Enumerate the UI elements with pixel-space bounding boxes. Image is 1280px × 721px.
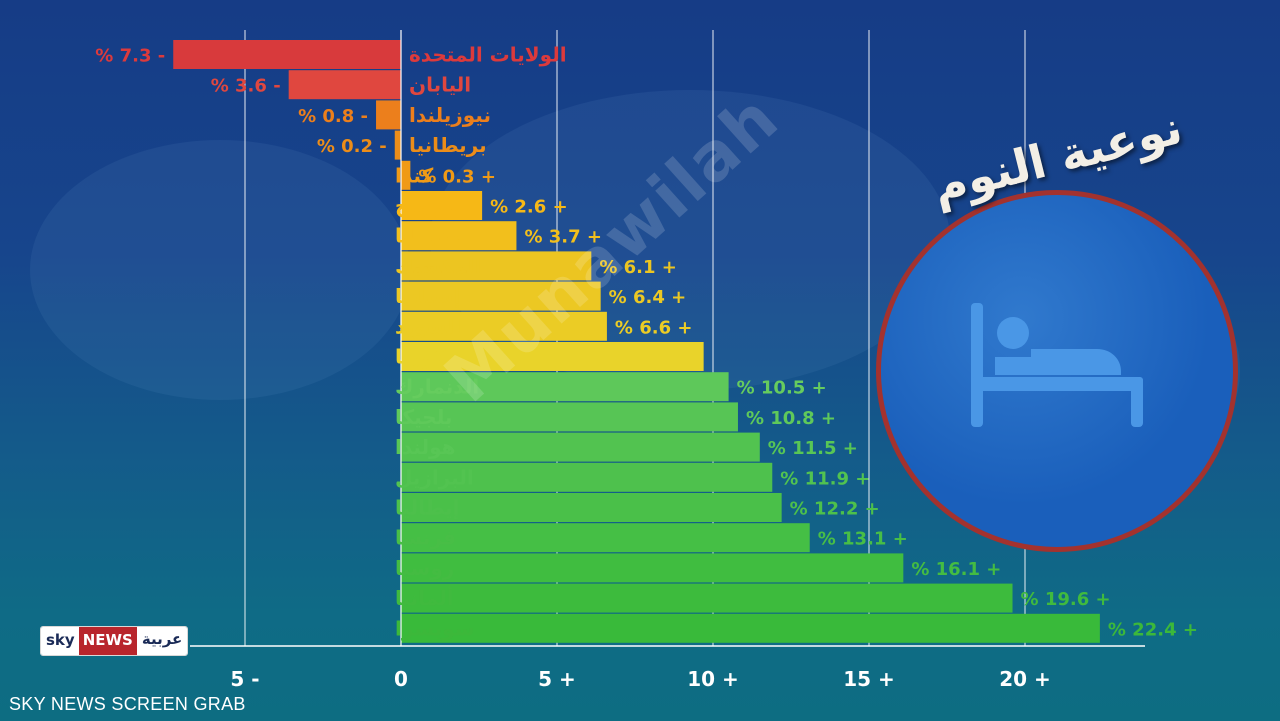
value-label: % 13.1 +	[818, 529, 908, 550]
sky-news-arabia-logo: sky NEWS عربية	[40, 626, 189, 656]
value-label: % 0.2 -	[317, 136, 387, 157]
screen-grab-caption: SKY NEWS SCREEN GRAB	[9, 694, 246, 714]
x-tick-label: 5 +	[538, 667, 576, 691]
category-label: ألمانيا	[395, 584, 453, 610]
value-label: % 22.4 +	[1108, 619, 1198, 640]
bar	[401, 553, 904, 583]
category-label: كوريا	[395, 345, 446, 369]
category-label: بريطانيا	[409, 133, 487, 157]
bar	[173, 40, 401, 69]
category-label: فرنسا	[395, 526, 456, 550]
bar	[401, 311, 607, 341]
bar	[401, 342, 704, 371]
value-label: % 11.9 +	[780, 468, 870, 489]
category-label: أستراليا	[395, 222, 472, 248]
bar	[401, 281, 601, 311]
bar	[401, 493, 782, 522]
bar	[401, 372, 729, 402]
bar	[401, 583, 1013, 613]
bar	[401, 613, 1100, 643]
bar	[288, 70, 401, 100]
category-label: كندا	[395, 163, 434, 187]
bar	[401, 191, 483, 220]
x-tick-label: 20 +	[999, 667, 1051, 691]
x-tick-label: 5 -	[230, 667, 259, 691]
logo-sky-text: sky	[41, 627, 79, 655]
value-label: % 7.3 -	[95, 46, 165, 67]
value-label: % 3.7 +	[524, 227, 602, 248]
category-label: إيطاليا	[395, 496, 460, 520]
value-label: % 16.1 +	[911, 559, 1001, 580]
bar	[401, 160, 411, 190]
category-label: الولايات المتحدة	[409, 43, 567, 67]
category-label: النرويج	[395, 194, 464, 218]
bar	[401, 523, 810, 553]
category-label: اليابان	[409, 73, 471, 97]
value-label: % 11.5 +	[768, 438, 858, 459]
x-tick-label: 15 +	[843, 667, 895, 691]
value-label: % 12.2 +	[790, 499, 880, 520]
bar	[401, 432, 760, 462]
logo-arabic-text: عربية	[136, 627, 188, 655]
logo-news-text: NEWS	[78, 627, 137, 655]
bar	[401, 462, 773, 492]
value-label: % 0.3 +	[418, 166, 496, 187]
category-label: بلجيكا	[395, 405, 452, 429]
category-label: روسيا	[395, 556, 454, 580]
category-label: الدنمارك	[395, 375, 479, 399]
category-label: نيوزيلندا	[409, 103, 491, 127]
value-label: % 2.6 +	[490, 197, 568, 218]
category-label: البرازيل	[395, 465, 474, 489]
category-label: هولندا	[395, 435, 456, 459]
x-tick-label: 0	[394, 667, 408, 691]
x-tick-label: 10 +	[687, 667, 739, 691]
category-label: سويسرا	[395, 616, 474, 640]
value-label: % 10.8 +	[746, 408, 836, 429]
category-label: السويد	[395, 314, 461, 338]
value-label: % 0.8 -	[298, 106, 368, 127]
bar	[401, 251, 592, 281]
bed-icon	[971, 303, 1143, 427]
bar	[401, 402, 738, 432]
bar	[401, 221, 517, 251]
value-label: % 6.4 +	[609, 287, 687, 308]
bar	[376, 100, 401, 130]
category-label: إسبانيا	[395, 284, 460, 308]
value-label: % 3.6 -	[211, 76, 281, 97]
world-map-background	[30, 140, 410, 400]
value-label: % 6.1 +	[599, 257, 677, 278]
value-label: % 6.6 +	[615, 317, 693, 338]
value-label: % 19.6 +	[1021, 589, 1111, 610]
category-label: المكسيك	[395, 254, 482, 278]
sleep-badge	[876, 190, 1238, 552]
bar	[394, 130, 401, 160]
value-label: % 10.5 +	[737, 378, 827, 399]
